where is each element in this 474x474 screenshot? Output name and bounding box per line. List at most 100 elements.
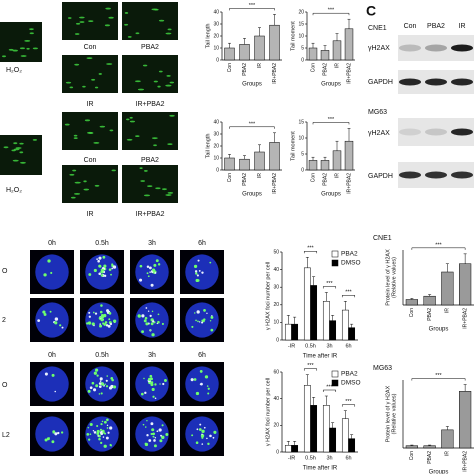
comet	[109, 129, 114, 132]
focus	[193, 378, 197, 381]
bar	[303, 385, 311, 453]
bar	[239, 158, 250, 171]
cell-line: MG63	[368, 109, 387, 116]
focus	[151, 333, 155, 337]
focus	[190, 378, 194, 382]
bar	[405, 445, 418, 449]
bracket	[303, 368, 318, 371]
time-label: 6h	[198, 352, 206, 359]
focus	[105, 436, 109, 440]
focus	[51, 373, 55, 377]
comet	[73, 134, 78, 137]
comet	[94, 184, 100, 187]
focus	[195, 272, 198, 275]
focus	[203, 426, 206, 429]
x-tick-label: PBA2	[427, 451, 433, 464]
focus	[104, 432, 107, 435]
error-bar	[243, 155, 246, 160]
comet	[104, 24, 110, 27]
focus	[100, 431, 104, 435]
nucleus	[35, 366, 69, 402]
bar	[344, 28, 354, 61]
comet	[143, 194, 151, 197]
cell-line: CNE1	[368, 25, 387, 32]
focus	[201, 271, 204, 274]
focus	[207, 387, 210, 390]
comet	[86, 57, 93, 59]
focus	[158, 428, 162, 432]
bar	[405, 299, 418, 306]
legend-label: DMSO	[341, 380, 361, 387]
comet	[99, 125, 106, 128]
row-label: O	[2, 268, 8, 275]
focus	[201, 321, 204, 324]
bar	[224, 157, 235, 171]
focus	[93, 388, 97, 392]
focus	[104, 420, 107, 424]
focus	[113, 319, 117, 323]
error-bar	[347, 128, 351, 142]
comet	[135, 32, 140, 35]
time-label: 0h	[48, 352, 56, 359]
y-tick-label: 20	[213, 143, 219, 149]
focus	[87, 426, 90, 429]
bracket	[341, 295, 356, 298]
comet	[29, 28, 34, 31]
legend-swatch	[331, 379, 339, 387]
focus	[137, 314, 141, 318]
focus	[209, 261, 212, 264]
comet	[83, 180, 87, 183]
y-axis-label: Protein level of γ H2AX	[385, 249, 391, 306]
error-bar	[311, 42, 315, 48]
y-tick-label: 10	[298, 33, 304, 39]
y-axis-label: Tail moment	[290, 21, 296, 51]
focus	[195, 319, 197, 322]
bar	[341, 418, 349, 453]
bar	[269, 24, 280, 61]
focus	[57, 431, 60, 435]
comet	[67, 17, 72, 19]
x-axis-label: Groups	[429, 327, 449, 333]
focus	[99, 428, 102, 431]
comet	[165, 194, 172, 196]
band	[451, 128, 473, 136]
comet	[74, 33, 80, 35]
focus	[153, 444, 157, 448]
focus	[191, 325, 194, 328]
comet	[75, 22, 81, 25]
comet	[134, 80, 141, 83]
y-tick-label: 50	[273, 249, 279, 255]
focus	[149, 329, 152, 331]
focus	[150, 283, 154, 287]
image-label: PBA2	[141, 157, 159, 164]
focus	[152, 435, 155, 438]
comet	[83, 188, 90, 191]
legend-swatch	[331, 250, 339, 258]
focus	[140, 392, 144, 396]
focus	[89, 386, 93, 390]
error-bar	[228, 42, 231, 48]
error-bar	[347, 18, 351, 29]
focus	[143, 319, 147, 323]
focus	[195, 391, 200, 396]
focus	[213, 430, 217, 434]
row-label: O	[2, 382, 8, 389]
micrographs	[0, 2, 474, 456]
comet	[137, 88, 145, 91]
comet	[84, 119, 91, 122]
x-tick-label: IR	[445, 308, 451, 313]
focus	[203, 318, 206, 321]
focus	[146, 272, 149, 275]
blot-label: γH2AX	[368, 45, 390, 52]
focus	[151, 428, 155, 432]
error-bar	[293, 441, 297, 446]
bar	[320, 160, 330, 171]
y-tick-label: 5	[301, 45, 304, 51]
error-bar	[243, 38, 246, 45]
x-tick-label: IR+PBA2	[346, 63, 352, 84]
focus	[112, 265, 117, 269]
focus	[95, 368, 99, 372]
comet	[106, 63, 113, 65]
focus	[109, 426, 113, 430]
bar	[291, 445, 299, 453]
